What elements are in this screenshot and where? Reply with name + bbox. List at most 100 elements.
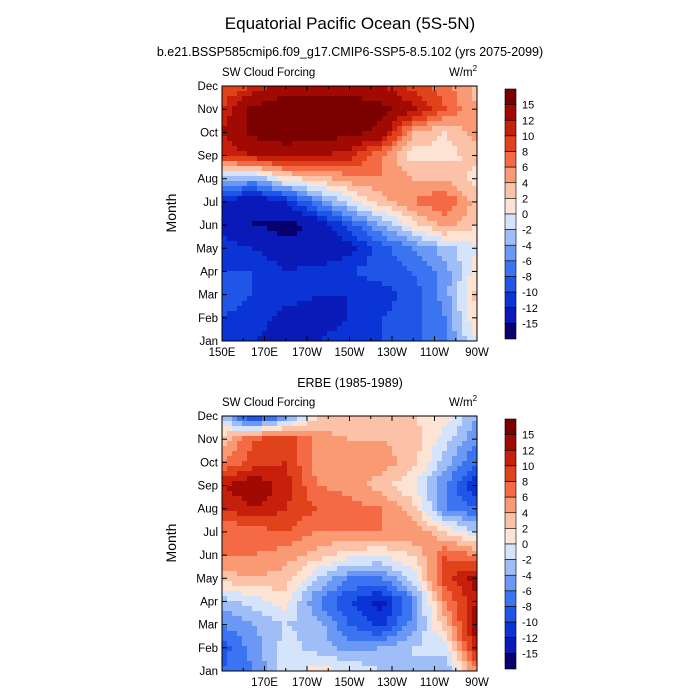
heatmap-cell (277, 481, 283, 487)
heatmap-cell (352, 306, 358, 312)
heatmap-cell (447, 556, 453, 562)
heatmap-cell (272, 101, 278, 107)
heatmap-cell (462, 551, 468, 557)
colorbar-label: -6 (522, 256, 532, 268)
heatmap-cell (397, 491, 403, 497)
heatmap-cell (447, 621, 453, 627)
heatmap-cell (247, 306, 253, 312)
heatmap-cell (267, 416, 273, 422)
heatmap-cell (222, 581, 228, 587)
heatmap-cell (312, 96, 318, 102)
heatmap-cell (282, 611, 288, 617)
heatmap-cell (452, 111, 458, 117)
heatmap-cell (272, 146, 278, 152)
heatmap-cell (427, 521, 433, 527)
heatmap-cell (222, 316, 228, 322)
heatmap-cell (457, 426, 463, 432)
heatmap-cell (277, 501, 283, 507)
heatmap-cell (467, 491, 473, 497)
heatmap-cell (232, 216, 238, 222)
heatmap-cell (267, 506, 273, 512)
heatmap-cell (317, 456, 323, 462)
heatmap-cell (412, 431, 418, 437)
heatmap-cell (427, 596, 433, 602)
heatmap-cell (447, 581, 453, 587)
heatmap-cell (252, 516, 258, 522)
heatmap-cell (392, 251, 398, 257)
heatmap-cell (432, 616, 438, 622)
heatmap-cell (412, 161, 418, 167)
heatmap-cell (392, 466, 398, 472)
heatmap-cell (267, 421, 273, 427)
heatmap-cell (427, 491, 433, 497)
heatmap-cell (292, 136, 298, 142)
heatmap-cell (407, 336, 413, 342)
heatmap-cell (347, 131, 353, 137)
heatmap-cell (407, 586, 413, 592)
heatmap-cell (312, 451, 318, 457)
heatmap-cell (242, 301, 248, 307)
heatmap-cell (417, 131, 423, 137)
heatmap-cell (452, 106, 458, 112)
heatmap-cell (282, 206, 288, 212)
heatmap-cell (282, 251, 288, 257)
heatmap-cell (332, 606, 338, 612)
heatmap-cell (357, 126, 363, 132)
heatmap-cell (282, 91, 288, 97)
heatmap-cell (432, 216, 438, 222)
heatmap-cell (457, 281, 463, 287)
heatmap-cell (227, 626, 233, 632)
heatmap-cell (457, 456, 463, 462)
heatmap-cell (462, 546, 468, 552)
heatmap-cell (307, 106, 313, 112)
heatmap-cell (287, 596, 293, 602)
heatmap-cell (392, 431, 398, 437)
heatmap-cell (387, 221, 393, 227)
heatmap-cell (307, 211, 313, 217)
heatmap-cell (332, 256, 338, 262)
heatmap-cell (392, 151, 398, 157)
heatmap-cell (397, 336, 403, 342)
heatmap-cell (247, 111, 253, 117)
heatmap-cell (342, 611, 348, 617)
heatmap-cell (347, 636, 353, 642)
heatmap-cell (422, 281, 428, 287)
heatmap-cell (402, 106, 408, 112)
heatmap-cell (462, 496, 468, 502)
heatmap-cell (267, 186, 273, 192)
heatmap-cell (392, 181, 398, 187)
heatmap-cell (307, 191, 313, 197)
heatmap-cell (367, 251, 373, 257)
heatmap-cell (277, 191, 283, 197)
heatmap-cell (327, 431, 333, 437)
heatmap-cell (242, 231, 248, 237)
heatmap-cell (237, 186, 243, 192)
heatmap-cell (417, 606, 423, 612)
heatmap-cell (447, 561, 453, 567)
heatmap-cell (452, 221, 458, 227)
heatmap-cell (407, 236, 413, 242)
heatmap-cell (267, 251, 273, 257)
heatmap-cell (332, 321, 338, 327)
heatmap-cell (432, 521, 438, 527)
heatmap-cell (422, 531, 428, 537)
heatmap-cell (252, 161, 258, 167)
heatmap-cell (352, 186, 358, 192)
heatmap-cell (357, 271, 363, 277)
heatmap-cell (257, 311, 263, 317)
heatmap-cell (462, 296, 468, 302)
heatmap-cell (432, 581, 438, 587)
heatmap-cell (412, 276, 418, 282)
heatmap-cell (457, 491, 463, 497)
heatmap-cell (272, 311, 278, 317)
heatmap-cell (262, 476, 268, 482)
heatmap-cell (427, 131, 433, 137)
y-tick-label: Dec (198, 81, 219, 93)
heatmap-cell (352, 286, 358, 292)
heatmap-cell (442, 311, 448, 317)
heatmap-cell (437, 131, 443, 137)
heatmap-cell (422, 571, 428, 577)
heatmap-cell (407, 621, 413, 627)
heatmap-cell (372, 571, 378, 577)
heatmap-cell (377, 491, 383, 497)
